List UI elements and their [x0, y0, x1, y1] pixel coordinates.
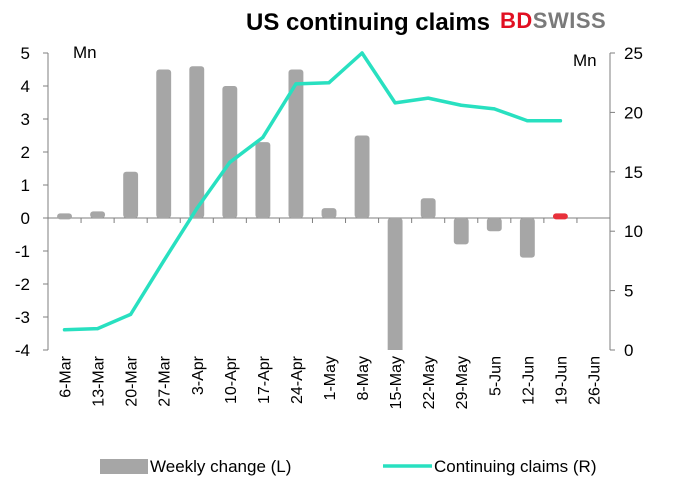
- category-label: 1-May: [322, 356, 339, 400]
- line-point: [426, 96, 430, 100]
- bar: [57, 213, 72, 220]
- bar: [321, 208, 337, 218]
- category-label: 6-Mar: [58, 355, 75, 397]
- category-label: 26-Jun: [586, 356, 603, 405]
- right-axis-tick-label: 20: [624, 103, 643, 122]
- left-axis-tick-label: 0: [21, 209, 30, 228]
- line-point: [558, 119, 563, 123]
- category-label: 8-May: [355, 356, 372, 400]
- bar-series: [57, 66, 568, 350]
- line-point: [228, 160, 232, 164]
- category-label: 22-May: [421, 356, 438, 409]
- bar: [387, 218, 403, 350]
- line-point: [459, 103, 463, 107]
- line-series: [62, 51, 563, 332]
- legend-swatch-weekly-change: [100, 459, 148, 474]
- left-axis-tick-label: -1: [15, 242, 30, 261]
- legend-label-weekly-change: Weekly change (L): [150, 457, 291, 476]
- category-label: 13-Mar: [91, 355, 108, 406]
- bar: [288, 69, 304, 218]
- left-axis-tick-label: -2: [15, 275, 30, 294]
- bar: [90, 211, 106, 218]
- line-point: [95, 327, 100, 331]
- line-point: [492, 107, 496, 111]
- line-point: [525, 119, 529, 123]
- line-point: [327, 81, 331, 85]
- category-label: 17-Apr: [256, 355, 273, 404]
- left-axis-tick-label: 2: [21, 143, 30, 162]
- bar: [354, 135, 370, 218]
- left-axis-tick-label: 5: [21, 44, 30, 63]
- right-axis-tick-label: 0: [624, 341, 633, 360]
- left-axis-tick-label: 1: [21, 176, 30, 195]
- bar: [486, 218, 502, 232]
- right-axis-tick-label: 10: [624, 222, 643, 241]
- bar: [156, 69, 172, 218]
- bar: [222, 86, 238, 218]
- line-point: [261, 135, 265, 139]
- bar: [189, 66, 205, 218]
- category-label: 15-May: [388, 356, 405, 409]
- right-axis-tick-label: 15: [624, 163, 643, 182]
- category-label: 29-May: [454, 356, 471, 409]
- left-axis-unit: Mn: [73, 43, 97, 62]
- legend: Weekly change (L) Continuing claims (R): [100, 457, 597, 476]
- right-axis-unit: Mn: [573, 51, 597, 70]
- right-axis-tick-label: 25: [624, 44, 643, 63]
- left-axis-tick-label: -4: [15, 341, 30, 360]
- category-label: 24-Apr: [289, 355, 306, 404]
- brand-logo-part2: SWISS: [532, 8, 607, 33]
- line-point: [393, 101, 397, 105]
- category-label: 3-Apr: [190, 355, 207, 395]
- left-axis-tick-label: 4: [21, 77, 30, 96]
- category-label: 27-Mar: [157, 355, 174, 406]
- bar: [420, 198, 436, 218]
- brand-logo: BDSWISS: [500, 8, 606, 34]
- category-label: 12-Jun: [520, 356, 537, 405]
- bar: [453, 218, 469, 245]
- axes: -4 -3 -2 -1 0 1 2 3 4 5 Mn 0 5 10 15 20 25 Mn 6-Mar 13-Mar 2…: [15, 43, 643, 409]
- left-axis-tick-label: 3: [21, 110, 30, 129]
- left-axis-tick-label: -3: [15, 308, 30, 327]
- line-point: [162, 259, 166, 263]
- category-label: 10-Apr: [223, 355, 240, 404]
- category-label: 5-Jun: [487, 356, 504, 396]
- legend-label-continuing-claims: Continuing claims (R): [434, 457, 597, 476]
- bar: [552, 213, 568, 220]
- bar: [519, 218, 535, 258]
- line-point: [195, 207, 199, 211]
- line-point: [129, 312, 133, 316]
- line-point: [360, 51, 364, 55]
- line-point: [62, 328, 67, 332]
- bar: [123, 171, 139, 218]
- category-label: 20-Mar: [124, 355, 141, 406]
- line-path: [62, 51, 563, 332]
- right-axis-tick-label: 5: [624, 282, 633, 301]
- category-label: 19-Jun: [553, 356, 570, 405]
- brand-logo-part1: BD: [500, 8, 533, 33]
- chart-title: US continuing claims: [246, 9, 490, 36]
- bar: [255, 142, 271, 218]
- line-point: [294, 82, 298, 86]
